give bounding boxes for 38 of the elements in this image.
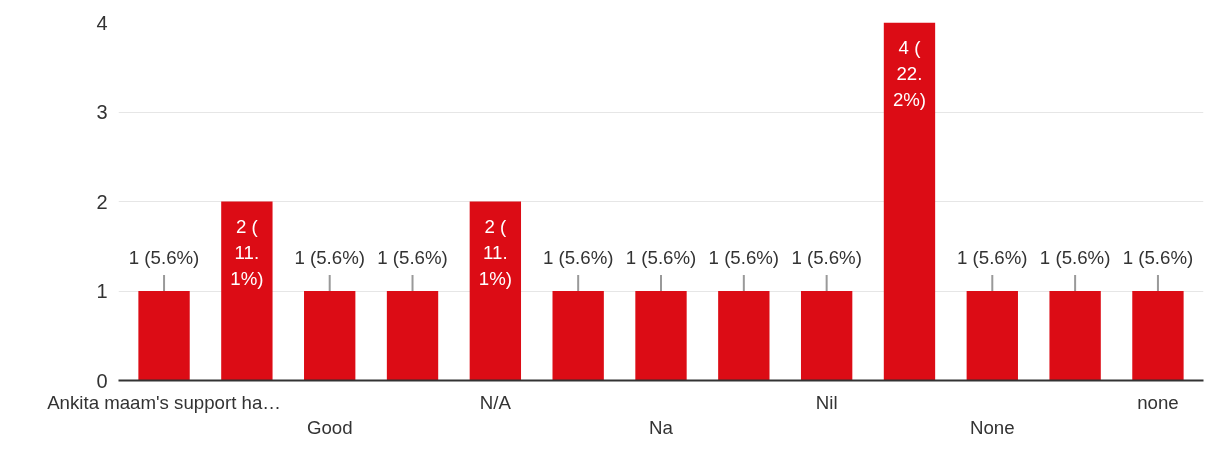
y-tick-label: 0 [96,369,108,392]
data-label: 1 (5.6%) [791,246,862,268]
data-label: 1 (5.6%) [377,246,448,268]
y-tick-label: 1 [96,280,108,302]
x-tick-label: none [1137,391,1179,413]
data-label: 1 (5.6%) [294,246,365,268]
data-label: 2 (11.1%) [230,215,264,290]
x-tick-label: None [970,416,1015,438]
x-tick-label: Ankita maam's support ha… [47,391,281,413]
bar [1049,291,1101,381]
data-label: 1 (5.6%) [128,246,200,268]
bar [718,291,770,381]
bar [966,291,1018,381]
x-tick-label: N/A [479,391,512,413]
bar [800,291,853,381]
data-label: 1 (5.6%) [1122,246,1194,268]
data-label: 1 (5.6%) [1039,246,1111,268]
bar [883,22,936,381]
y-tick-label: 4 [96,11,108,34]
bar [221,201,273,381]
bar [1132,291,1184,381]
x-tick-label: Good [306,416,353,438]
y-tick-label: 2 [96,190,108,213]
bar [304,291,356,381]
data-label: 1 (5.6%) [708,246,780,268]
bar [138,291,190,381]
bar [386,291,439,381]
bar [552,291,604,381]
data-label: 2 (11.1%) [478,215,512,290]
x-tick-label: Na [649,416,674,438]
bar [469,201,522,381]
y-tick-label: 3 [96,101,108,123]
data-label: 1 (5.6%) [957,246,1028,268]
x-tick-label: Nil [815,391,838,413]
bar [635,291,687,381]
data-label: 1 (5.6%) [542,246,614,268]
data-label: 1 (5.6%) [625,246,697,268]
data-label: 4 (22.2%) [892,36,927,111]
